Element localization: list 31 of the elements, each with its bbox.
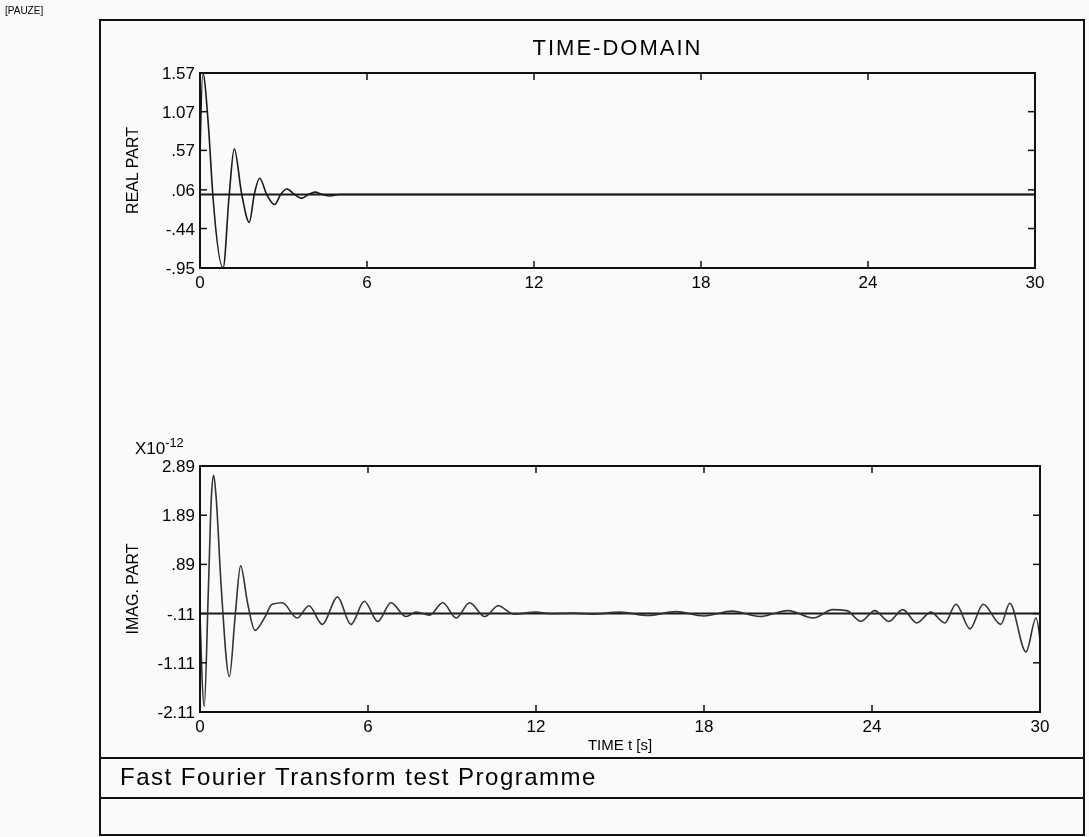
text: Fast Fourier Transform test Programme xyxy=(120,763,597,790)
y-tick-label: 1.07 xyxy=(161,102,195,122)
x-tick-label: 30 xyxy=(1030,717,1050,736)
y-tick-label: .57 xyxy=(171,141,195,161)
x-tick-label: 0 xyxy=(195,717,205,736)
y-tick-label: 1.89 xyxy=(161,506,195,526)
y-axis-title: IMAG. PART xyxy=(124,543,141,635)
y-tick-label: 2.89 xyxy=(161,457,195,476)
x-tick-label: 6 xyxy=(362,273,372,292)
chart-title: TIME-DOMAIN xyxy=(532,35,703,60)
text: [PAUZE] xyxy=(5,5,44,16)
x-tick-label: 0 xyxy=(195,273,205,292)
y-tick-label: 1.57 xyxy=(161,64,195,83)
y-tick-label: .06 xyxy=(171,180,195,200)
y-tick-label: -.44 xyxy=(165,219,195,239)
y-tick-label: -1.11 xyxy=(157,653,195,673)
y-tick-label: .89 xyxy=(171,555,195,575)
x-axis-title: TIME t [s] xyxy=(587,736,653,753)
x-tick-label: 24 xyxy=(858,273,878,292)
text: X10$^{-12}$ xyxy=(135,434,184,458)
x-tick-label: 12 xyxy=(526,717,546,736)
y-tick-label: -2.11 xyxy=(157,703,195,722)
x-tick-label: 18 xyxy=(691,273,711,292)
y-tick-label: -.95 xyxy=(165,259,195,278)
x-tick-label: 18 xyxy=(694,717,714,736)
y-axis-title: REAL PART xyxy=(124,126,141,214)
y-tick-label: -.11 xyxy=(166,604,195,624)
x-tick-label: 6 xyxy=(363,717,373,736)
x-tick-label: 12 xyxy=(524,273,544,292)
x-tick-label: 30 xyxy=(1025,273,1045,292)
x-tick-label: 24 xyxy=(862,717,882,736)
